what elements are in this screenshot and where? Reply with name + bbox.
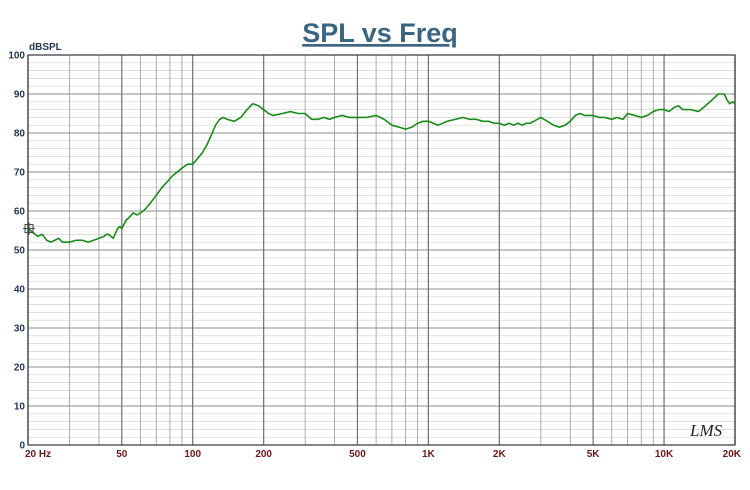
x-tick-label: 10K xyxy=(655,449,674,460)
x-tick-label: 50 xyxy=(116,449,128,460)
y-tick-label: 60 xyxy=(14,207,26,218)
x-tick-label: 100 xyxy=(184,449,201,460)
y-tick-label: 0 xyxy=(19,441,25,452)
y-tick-label: 70 xyxy=(14,168,26,179)
series-line xyxy=(27,93,736,243)
x-tick-label: 2K xyxy=(493,449,507,460)
grid xyxy=(27,54,736,446)
y-tick-label: 90 xyxy=(14,90,26,101)
x-tick-label: 20 Hz xyxy=(25,449,51,460)
chart-title: SPL vs Freq xyxy=(302,18,458,48)
x-tick-label: 200 xyxy=(255,449,272,460)
x-tick-label: 20K xyxy=(723,449,742,460)
lms-logo: LMS xyxy=(689,421,723,440)
y-tick-label: 50 xyxy=(14,246,26,257)
y-tick-label: 10 xyxy=(14,402,26,413)
x-tick-label: 5K xyxy=(587,449,601,460)
x-tick-label: 1K xyxy=(422,449,436,460)
cursor-marker xyxy=(23,222,35,235)
y-tick-labels: 0 10 20 30 40 50 60 70 80 90 100 xyxy=(8,51,25,452)
plot-frame xyxy=(27,54,736,446)
series-layer xyxy=(27,93,736,243)
y-tick-label: 80 xyxy=(14,129,26,140)
x-tick-label: 500 xyxy=(349,449,366,460)
y-tick-label: 30 xyxy=(14,324,26,335)
y-tick-label: 20 xyxy=(14,363,26,374)
y-axis-label: dBSPL xyxy=(29,42,62,53)
x-tick-labels: 20 Hz 50 100 200 500 1K 2K 5K 10K 20K xyxy=(25,449,742,460)
y-tick-label: 40 xyxy=(14,285,26,296)
y-tick-label: 100 xyxy=(8,51,25,62)
